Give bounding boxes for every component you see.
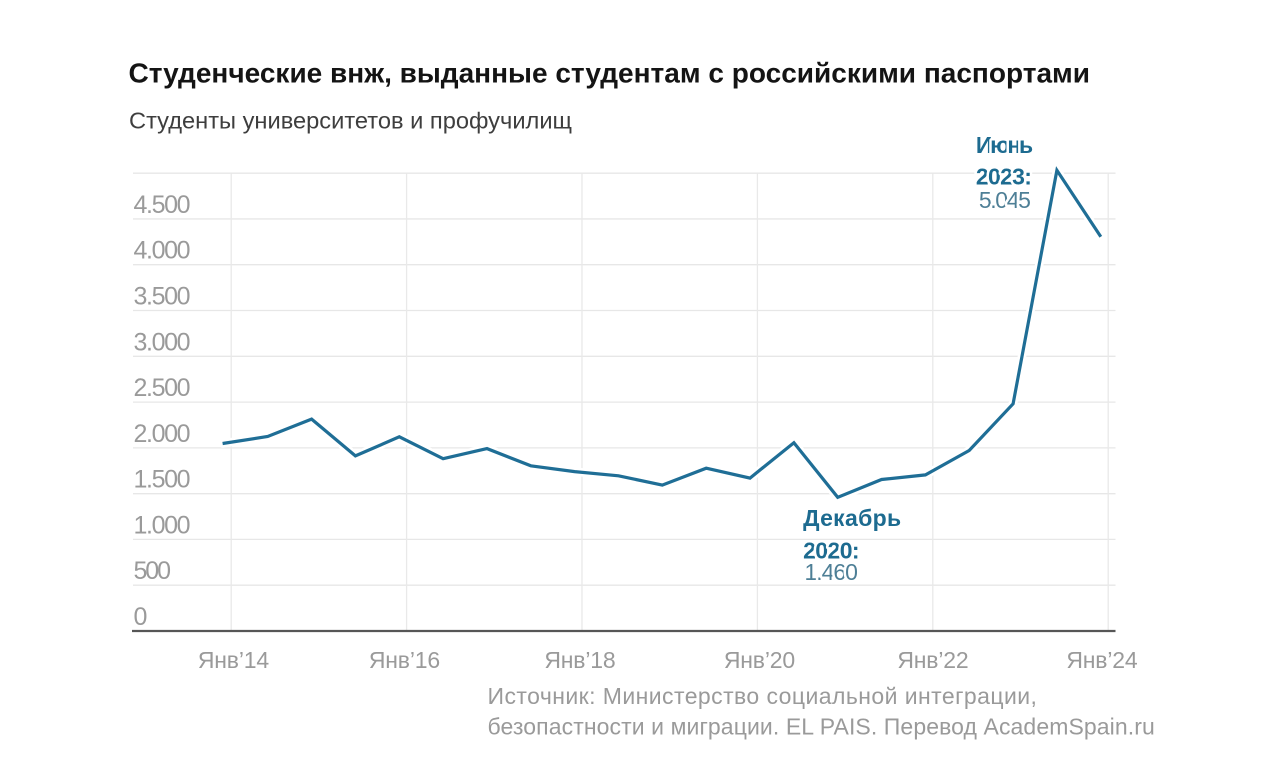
svg-text:2.500: 2.500 <box>134 374 191 402</box>
svg-text:Июнь: Июнь <box>976 132 1033 158</box>
svg-text:2020:: 2020: <box>803 538 860 564</box>
svg-text:3.000: 3.000 <box>134 328 191 356</box>
svg-text:Источник: Министерство социаль: Источник: Министерство социальной интегр… <box>488 683 1037 709</box>
svg-text:Янв’16: Янв’16 <box>369 647 440 673</box>
svg-text:4.500: 4.500 <box>134 191 191 219</box>
svg-text:1.500: 1.500 <box>134 466 191 494</box>
svg-text:1.460: 1.460 <box>805 559 858 585</box>
svg-text:Янв’18: Янв’18 <box>544 647 615 673</box>
svg-text:0: 0 <box>134 603 148 631</box>
svg-text:Студенческие внж, выданные сту: Студенческие внж, выданные студентам с р… <box>129 58 1091 89</box>
svg-text:5.045: 5.045 <box>979 187 1031 213</box>
svg-text:3.500: 3.500 <box>134 283 191 311</box>
svg-text:Янв’24: Янв’24 <box>1066 647 1138 673</box>
svg-text:4.000: 4.000 <box>134 237 191 265</box>
svg-text:1.000: 1.000 <box>134 511 191 539</box>
svg-text:безопастности и миграции. EL P: безопастности и миграции. EL PAIS. Перев… <box>488 714 1155 740</box>
svg-text:Декабрь: Декабрь <box>803 505 901 531</box>
svg-text:Янв’22: Янв’22 <box>897 647 968 673</box>
svg-text:2023:: 2023: <box>976 164 1032 190</box>
svg-text:2.000: 2.000 <box>134 420 191 448</box>
svg-text:Студенты университетов и профу: Студенты университетов и профучилищ <box>129 108 572 134</box>
svg-text:Янв’20: Янв’20 <box>724 647 795 673</box>
svg-text:Янв’14: Янв’14 <box>198 647 270 673</box>
svg-text:500: 500 <box>134 557 172 585</box>
